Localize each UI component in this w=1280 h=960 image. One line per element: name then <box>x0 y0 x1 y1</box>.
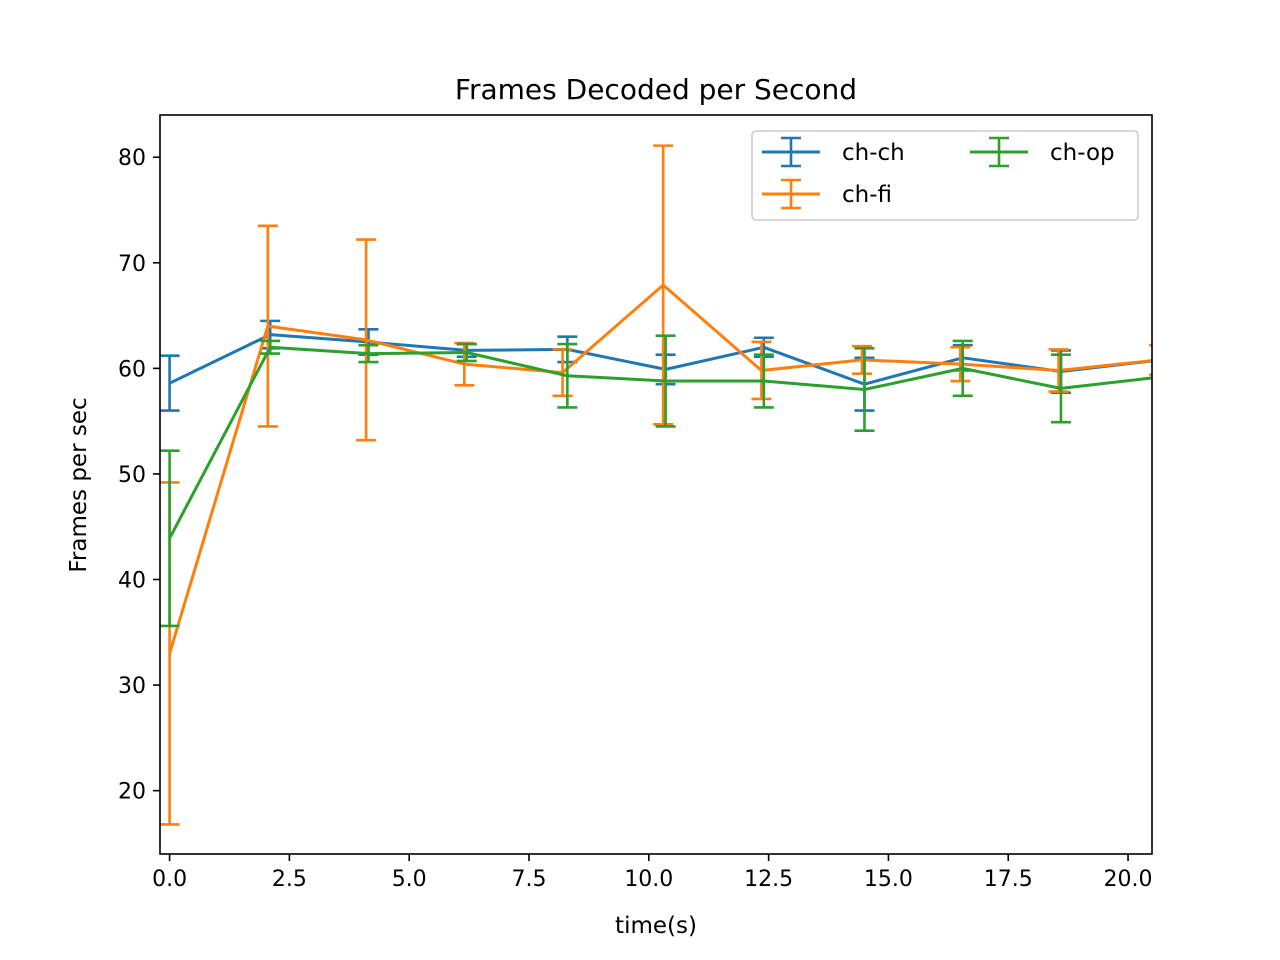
x-tick-label: 15.0 <box>864 867 913 892</box>
y-axis-label: Frames per sec <box>66 397 92 572</box>
legend-item-ch-ch: ch-ch <box>762 136 905 168</box>
legend-label: ch-fi <box>842 182 892 208</box>
legend-item-ch-fi: ch-fi <box>762 178 892 210</box>
x-tick-label: 7.5 <box>512 867 547 892</box>
x-tick-label: 0.0 <box>152 867 187 892</box>
legend-box <box>751 130 1139 221</box>
x-tick-label: 17.5 <box>984 867 1033 892</box>
legend-label: ch-ch <box>842 140 905 166</box>
series-line <box>168 283 1152 654</box>
x-axis-ticks: 0.0 2.5 5.0 7.5 10.0 12.5 15.0 17.5 20.0 <box>152 854 1153 892</box>
plot-frame <box>159 114 1153 855</box>
series-layer <box>160 144 1152 826</box>
x-tick-label: 12.5 <box>744 867 793 892</box>
y-tick-label: 20 <box>118 780 146 805</box>
x-axis-label: time(s) <box>615 913 697 939</box>
x-tick-label: 5.0 <box>392 867 427 892</box>
legend-item-ch-op: ch-op <box>970 136 1115 168</box>
x-tick-label: 2.5 <box>272 867 307 892</box>
y-tick-label: 80 <box>118 146 146 171</box>
y-tick-label: 60 <box>118 357 146 382</box>
x-tick-label: 20.0 <box>1104 867 1153 892</box>
y-tick-label: 50 <box>118 463 146 488</box>
series-ch-fi <box>160 144 1152 826</box>
series-line <box>168 345 1152 539</box>
y-tick-label: 70 <box>118 252 146 277</box>
y-tick-label: 30 <box>118 674 146 699</box>
y-tick-label: 40 <box>118 569 146 594</box>
chart-title: Frames Decoded per Second <box>455 73 857 106</box>
legend-label: ch-op <box>1050 140 1115 166</box>
x-tick-label: 10.0 <box>624 867 673 892</box>
y-axis-ticks: 20 30 40 50 60 70 80 <box>118 146 160 805</box>
legend: ch-ch ch-fi ch-op <box>751 130 1139 221</box>
series-ch-op <box>160 334 1152 628</box>
